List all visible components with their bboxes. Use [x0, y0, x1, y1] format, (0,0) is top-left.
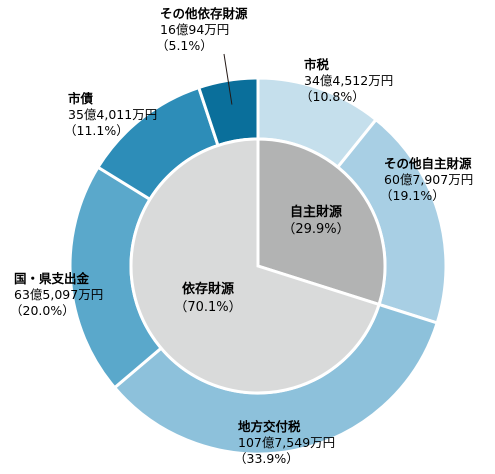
inner-slice-0 [256, 137, 387, 307]
leader-line-other-dependent [223, 53, 233, 105]
outer-label-shizei-amount: 34億4,512万円 [304, 73, 393, 88]
outer-label-kokken-name: 国・県支出金 [14, 271, 90, 286]
labels: 自主財源 （29.9%） 依存財源 （70.1%） 市税 34億4,512万円 … [10, 6, 473, 466]
outer-ring [68, 76, 448, 456]
outer-label-koufuzei-name: 地方交付税 [238, 419, 301, 434]
inner-label-jishu-name: 自主財源 [290, 204, 342, 220]
outer-label-shisai-name: 市債 [68, 91, 94, 106]
inner-label-izon-pct: （70.1%） [174, 300, 241, 315]
outer-label-other-dep-name: その他依存財源 [160, 6, 248, 21]
outer-label-koufuzei-pct: （33.9%） [234, 451, 299, 466]
outer-label-other-own-pct: （19.1%） [380, 188, 445, 203]
outer-label-shisai-pct: （11.1%） [64, 123, 129, 138]
inner-pie [129, 137, 387, 395]
outer-label-kokken-pct: （20.0%） [10, 303, 75, 318]
outer-label-shizei-pct: （10.8%） [300, 89, 365, 104]
inner-label-izon-name: 依存財源 [182, 281, 234, 297]
outer-label-other-dep-pct: （5.1%） [156, 38, 213, 53]
inner-label-jishu-pct: （29.9%） [282, 222, 349, 237]
outer-label-other-own-name: その他自主財源 [384, 156, 472, 171]
outer-label-shizei-name: 市税 [304, 57, 330, 72]
outer-label-other-dep-amount: 16億94万円 [160, 22, 229, 37]
outer-label-koufuzei-amount: 107億7,549万円 [238, 435, 335, 450]
inner-slice-1 [129, 137, 381, 395]
outer-label-kokken-amount: 63億5,097万円 [14, 287, 103, 302]
outer-label-shisai-amount: 35億4,011万円 [68, 107, 157, 122]
outer-label-other-own-amount: 60億7,907万円 [384, 172, 473, 187]
